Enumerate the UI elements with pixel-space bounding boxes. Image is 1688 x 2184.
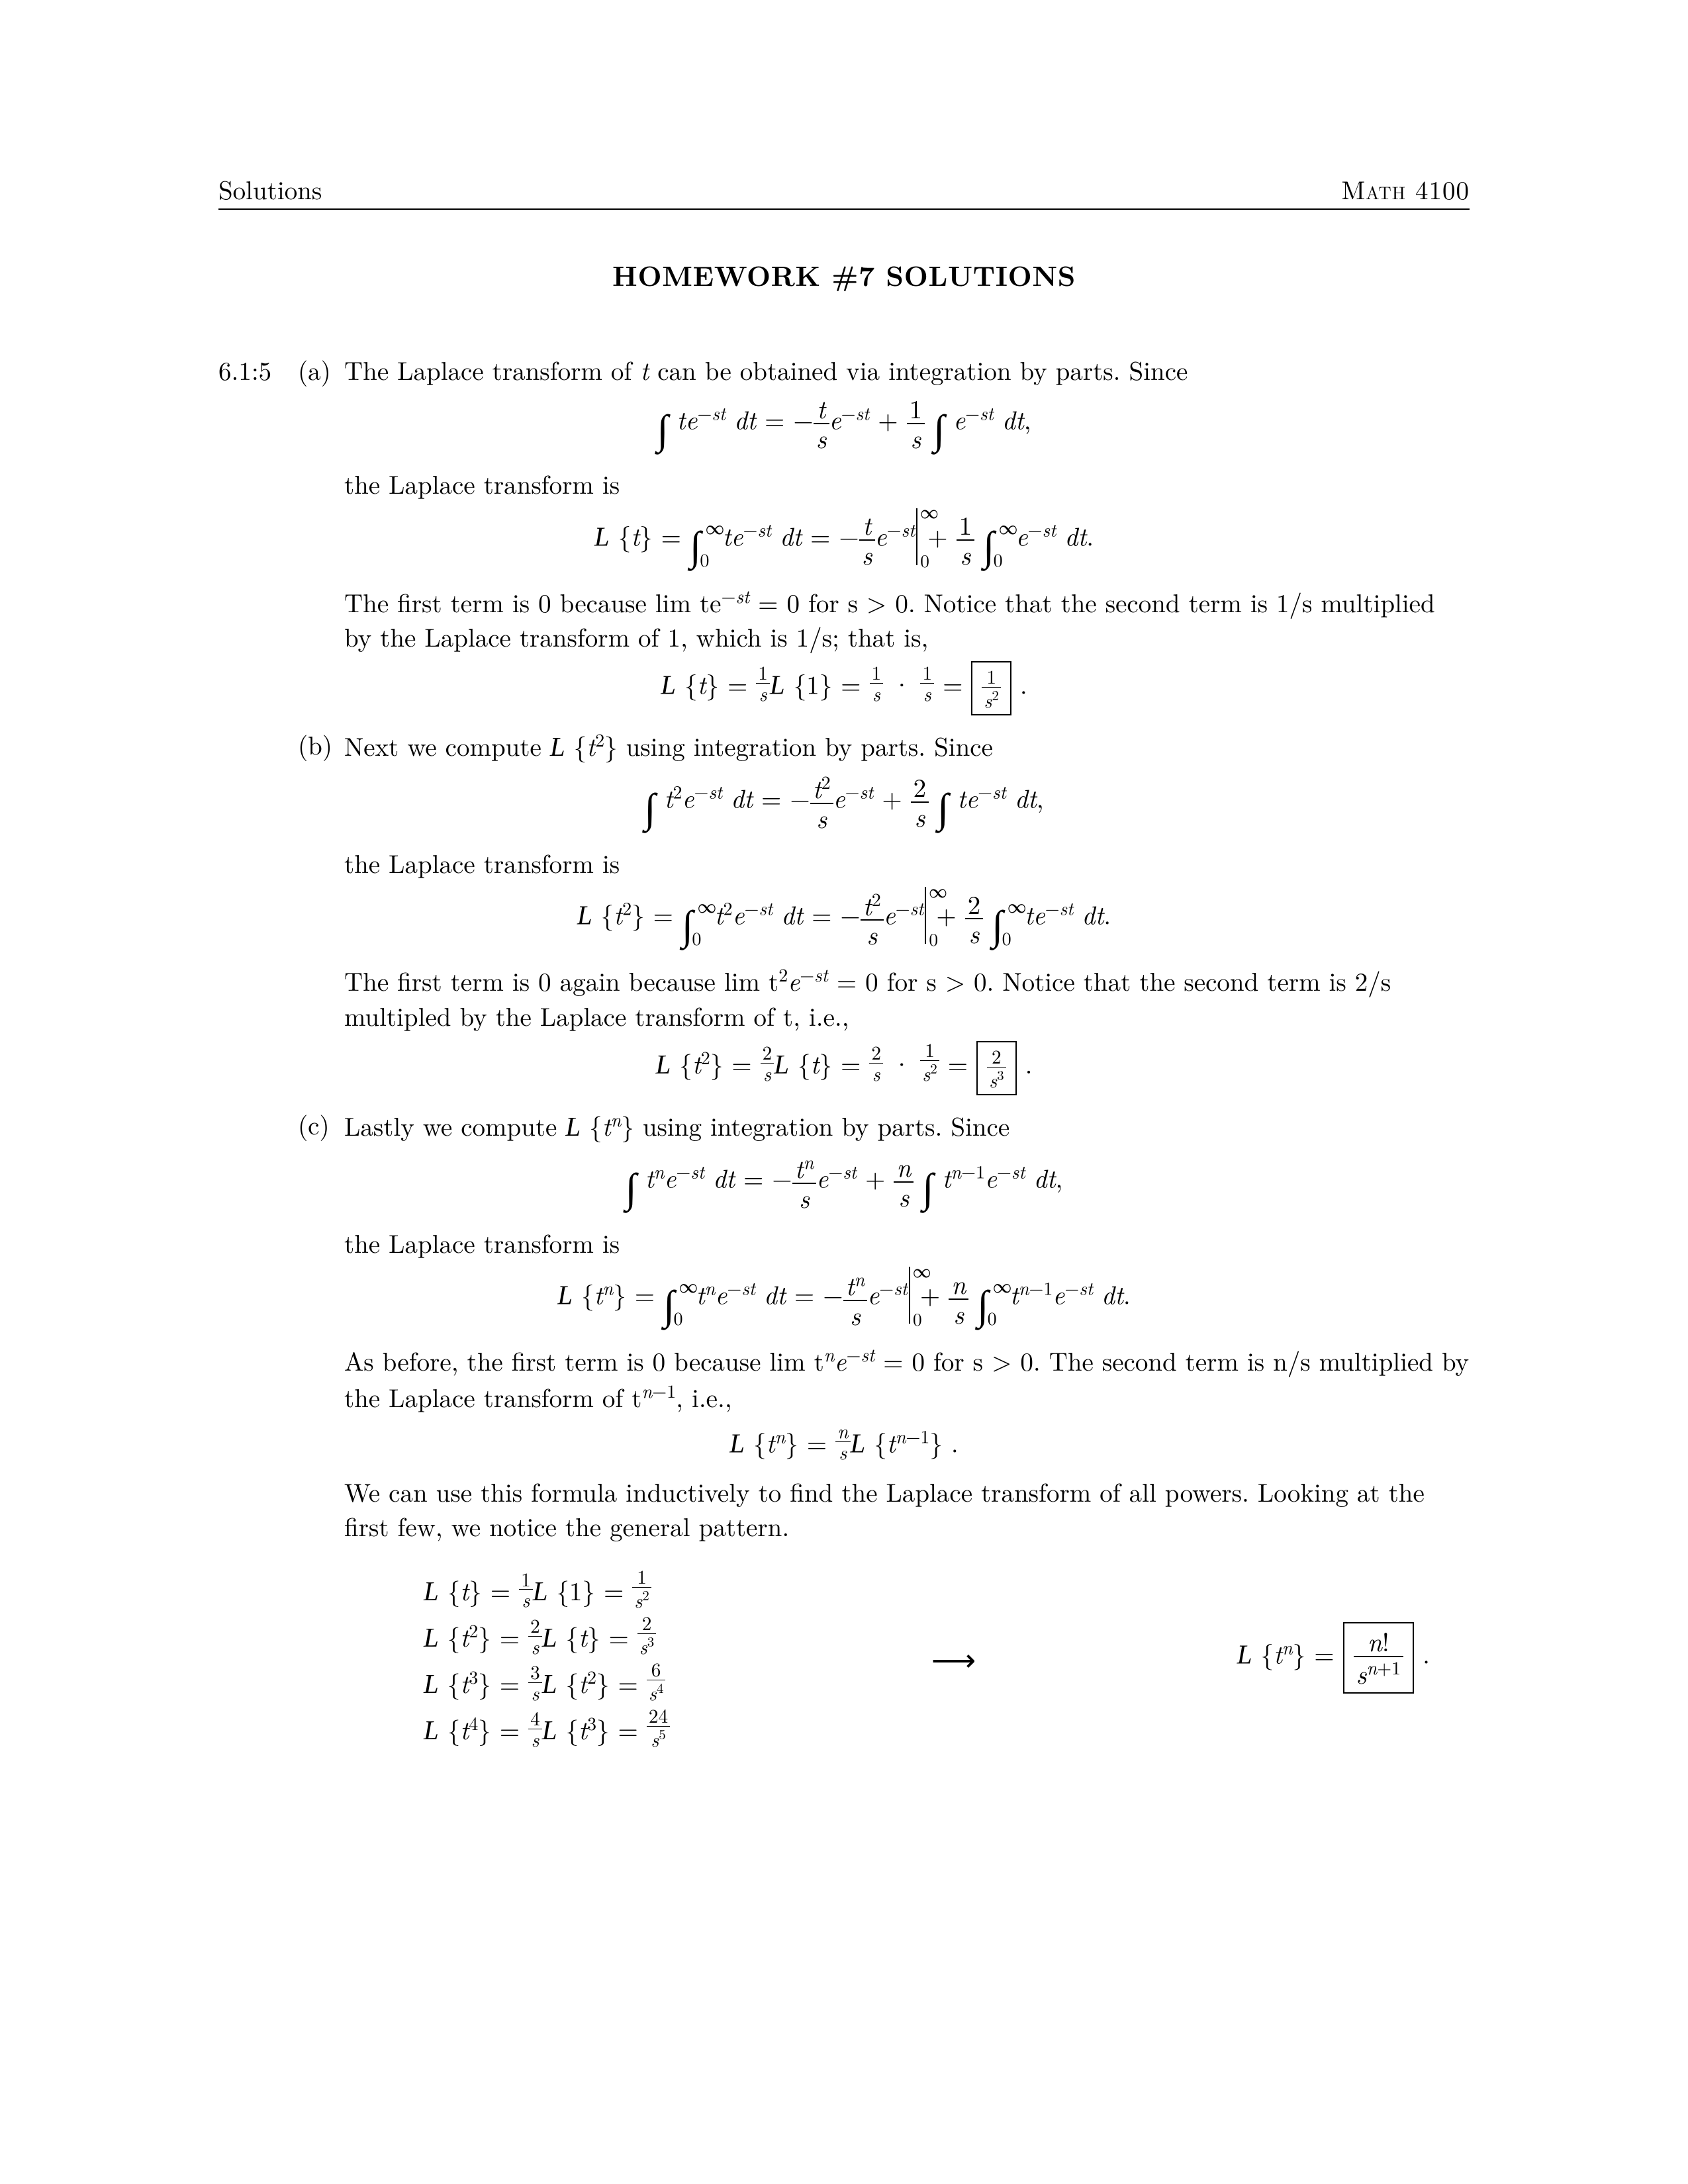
eq-b-def: L {t2} = ∫∞0 t2e−st dt = −t2se−st∞0 + 2s… xyxy=(218,887,1470,950)
eq-c-ibp: ∫ tne−st dt = −tnse−st + ns ∫ tn−1e−st d… xyxy=(218,1152,1470,1213)
part-a-body: The Laplace transform of t can be obtain… xyxy=(344,353,1470,388)
part-b-line3a: The first term is 0 again because lim t xyxy=(344,962,778,999)
part-c-line1: Lastly we compute L {tn} using integrati… xyxy=(344,1107,1009,1144)
eq-b-result: L {t2} = 2sL {t} = 2s · 1s2 = 2s3 . xyxy=(218,1040,1470,1095)
arrow-icon: ⟶ xyxy=(931,1637,976,1679)
part-c: (c) Lastly we compute L {tn} using integ… xyxy=(298,1107,1470,1145)
pattern-1: L {t} = 1sL {1} = 1s2 xyxy=(424,1567,670,1610)
part-b-line1a: Next we compute xyxy=(344,727,550,764)
page: Solutions Math 4100 HOMEWORK #7 SOLUTION… xyxy=(0,0,1688,2184)
header-left: Solutions xyxy=(218,172,322,207)
page-header: Solutions Math 4100 xyxy=(218,172,1470,210)
part-a-line2: the Laplace transform is xyxy=(344,467,1470,502)
header-right: Math 4100 xyxy=(1341,172,1470,207)
part-c-line3a: As before, the first term is 0 because l… xyxy=(344,1342,824,1379)
part-b-line1b: using integration by parts. Since xyxy=(618,727,993,764)
problem-6-1-5: 6.1:5 (a) The Laplace transform of t can… xyxy=(218,353,1470,388)
part-c-line2: the Laplace transform is xyxy=(344,1226,1470,1261)
pattern-left: L {t} = 1sL {1} = 1s2 L {t2} = 2sL {t} =… xyxy=(424,1564,670,1752)
part-a-line1: The Laplace transform of t can be obtain… xyxy=(344,351,1188,388)
eq-c-def: L {tn} = ∫∞0 tne−st dt = −tnse−st∞0 + ns… xyxy=(218,1267,1470,1330)
part-c-line1b: using integration by parts. Since xyxy=(634,1107,1009,1144)
eq-a-def: L {t} = ∫∞0 te−st dt = −tse−st∞0 + 1s ∫∞… xyxy=(218,508,1470,572)
pattern-2: L {t2} = 2sL {t} = 2s3 xyxy=(424,1613,670,1657)
part-a-line3: The first term is 0 because lim te−st = … xyxy=(344,584,1470,655)
part-b-line1: Next we compute L {t2} using integration… xyxy=(344,727,993,764)
pattern-result: L {tn} = n!sn+1 . xyxy=(1237,1622,1430,1694)
pattern-4: L {t4} = 4sL {t3} = 24s5 xyxy=(424,1706,670,1749)
eq-c-recursive: L {tn} = nsL {tn−1} . xyxy=(218,1421,1470,1462)
part-c-label: (c) xyxy=(298,1107,344,1142)
part-a-label: (a) xyxy=(298,353,344,388)
part-c-line3c: , i.e., xyxy=(676,1379,732,1415)
eq-b-ibp: ∫ t2e−st dt = −t2se−st + 2s ∫ te−st dt, xyxy=(218,772,1470,833)
part-c-line4: We can use this formula inductively to f… xyxy=(344,1475,1470,1544)
part-a-line3a: The first term is 0 because lim te xyxy=(344,584,721,620)
part-b: (b) Next we compute L {t2} using integra… xyxy=(298,727,1470,765)
part-b-label: (b) xyxy=(298,727,344,762)
eq-a-ibp: ∫ te−st dt = −tse−st + 1s ∫ e−st dt, xyxy=(218,394,1470,455)
part-c-line1a: Lastly we compute xyxy=(344,1107,565,1144)
problem-label: 6.1:5 xyxy=(218,353,298,388)
part-c-body: Lastly we compute L {tn} using integrati… xyxy=(344,1107,1470,1145)
page-title: HOMEWORK #7 SOLUTIONS xyxy=(218,256,1470,294)
pattern-3: L {t3} = 3sL {t2} = 6s4 xyxy=(424,1659,670,1703)
part-b-body: Next we compute L {t2} using integration… xyxy=(344,727,1470,765)
part-b-line3: The first term is 0 again because lim t2… xyxy=(344,962,1470,1033)
pattern-block: L {t} = 1sL {1} = 1s2 L {t2} = 2sL {t} =… xyxy=(344,1564,1470,1752)
eq-a-result: L {t} = 1sL {1} = 1s · 1s = 1s2 . xyxy=(218,661,1470,715)
part-c-line3: As before, the first term is 0 because l… xyxy=(344,1342,1470,1414)
part-b-line2: the Laplace transform is xyxy=(344,846,1470,881)
